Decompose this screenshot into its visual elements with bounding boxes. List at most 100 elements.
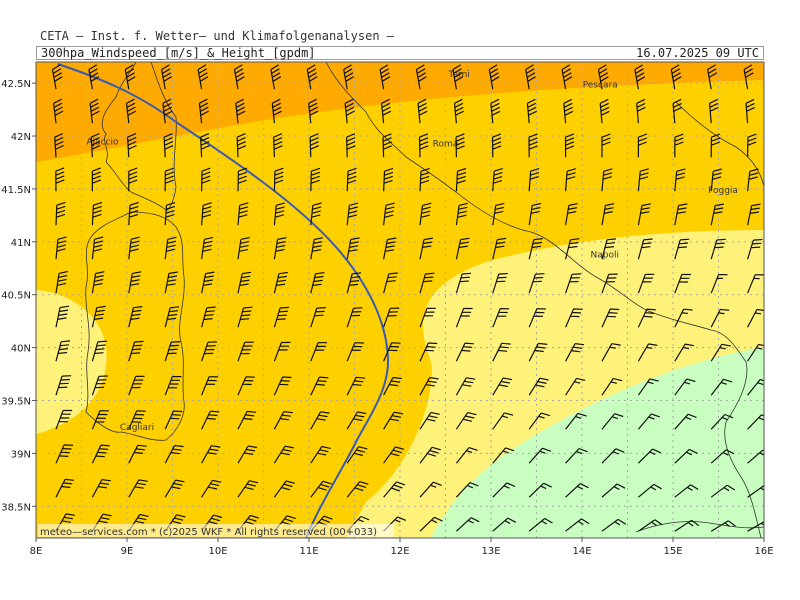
wind-barb [346, 481, 369, 498]
wind-barb [346, 342, 364, 362]
wind-barb [419, 516, 443, 532]
wind-barb [710, 378, 733, 396]
wind-barb [270, 64, 282, 90]
wind-barb [710, 413, 734, 430]
wind-barb [415, 64, 427, 90]
wind-barb [674, 413, 697, 430]
wind-barb [601, 203, 615, 226]
wind-barb [565, 377, 586, 396]
wind-barb [525, 64, 536, 90]
wind-barb [674, 519, 700, 532]
wind-barb [747, 414, 764, 430]
wind-barb [237, 236, 250, 260]
wind-barb [674, 238, 690, 260]
wind-barb [201, 341, 218, 362]
wind-barb [128, 375, 145, 396]
wind-barb [164, 202, 176, 226]
lon-tick-label: 13E [481, 546, 500, 557]
wind-barb [128, 236, 140, 260]
wind-barb [528, 412, 550, 430]
wind-barb [91, 340, 107, 362]
wind-barb [528, 377, 549, 396]
wind-barb [492, 342, 511, 362]
city-label: Pescara [583, 80, 618, 90]
wind-barb [346, 411, 367, 430]
wind-barb [455, 482, 479, 498]
wind-barb [383, 167, 394, 192]
wind-barb [492, 168, 503, 192]
wind-barb [455, 412, 477, 430]
wind-barb [237, 445, 258, 464]
wind-barb [163, 133, 174, 158]
wind-barb [492, 202, 505, 226]
wind-barbs [51, 64, 764, 532]
wind-barb [55, 201, 66, 226]
speed-band-yellow-west [36, 290, 107, 434]
wind-barb [164, 306, 180, 328]
wind-barb [54, 132, 64, 158]
wind-barb [674, 343, 695, 362]
wind-barb [88, 64, 100, 90]
wind-barb [306, 64, 318, 90]
wind-barb [710, 308, 730, 328]
wind-barb [637, 343, 658, 362]
wind-barb [672, 98, 683, 124]
wind-barb [51, 64, 63, 90]
wind-barb [710, 520, 736, 532]
wind-barb [237, 341, 254, 362]
wind-barb [601, 518, 627, 532]
lat-tick-label: 42.5N [1, 79, 31, 90]
wind-barb [91, 271, 105, 294]
wind-barb [565, 447, 588, 464]
wind-barb [273, 376, 292, 396]
wind-barb [273, 411, 293, 430]
wind-barb [637, 273, 655, 294]
wind-barb [419, 411, 440, 430]
wind-barb [273, 271, 288, 294]
lon-tick-label: 8E [30, 546, 43, 557]
wind-barb [528, 133, 538, 158]
wind-barb [747, 238, 763, 260]
wind-barb [601, 308, 620, 328]
wind-barb [492, 447, 515, 464]
wind-barb [601, 343, 621, 362]
wind-barb [455, 307, 473, 328]
wind-barb [201, 167, 211, 192]
wind-barb [91, 236, 104, 260]
wind-barb [564, 133, 575, 158]
wind-barb [383, 376, 402, 396]
wind-barb [236, 133, 247, 158]
lat-tick-label: 41N [11, 238, 31, 249]
wind-barb [55, 167, 65, 192]
wind-barb [309, 133, 320, 158]
wind-barb [565, 518, 590, 532]
wind-barb [488, 64, 500, 90]
wind-barb [127, 133, 137, 158]
sicily-coast [635, 521, 764, 533]
wind-barb [637, 168, 649, 192]
wind-barb [237, 202, 249, 226]
city-label: Cagliari [120, 423, 154, 433]
wind-barb [90, 132, 101, 158]
product-label: 300hpa_Windspeed_[m/s]_&_Height_[gpdm] [41, 46, 316, 60]
wind-barb [383, 237, 397, 260]
wind-barb [383, 411, 404, 430]
italy-coast [325, 62, 762, 538]
wind-barb [273, 480, 295, 498]
wind-barb [747, 449, 764, 464]
lon-tick-label: 16E [754, 546, 773, 557]
wind-barb [197, 64, 209, 90]
wind-barb [747, 343, 764, 362]
wind-barb [565, 308, 583, 328]
wind-barb [674, 168, 686, 192]
wind-barb [419, 342, 438, 362]
wind-barb [91, 410, 109, 430]
wind-barb [710, 203, 725, 226]
wind-barb [528, 273, 545, 294]
wind-barb [526, 98, 537, 124]
wind-barb [528, 342, 548, 362]
wind-barb [273, 445, 294, 464]
wind-barb [128, 340, 144, 362]
wind-barb [601, 378, 623, 396]
wind-barb [601, 238, 617, 260]
